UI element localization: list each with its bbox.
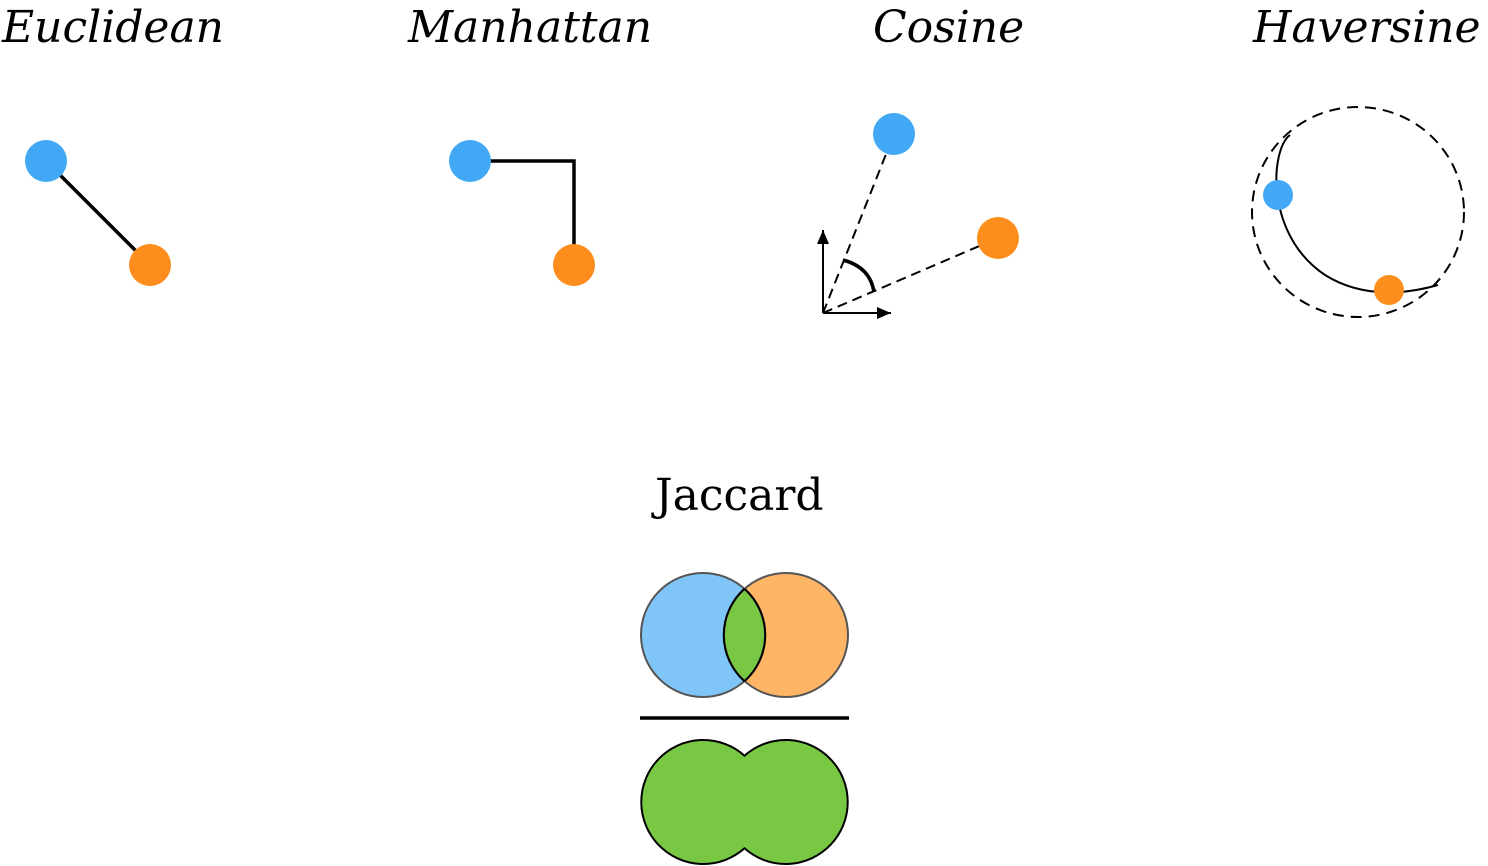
manhattan-title: Manhattan [408,2,653,53]
point-b [553,244,595,286]
manhattan-distance-path [470,159,576,265]
jaccard-diagram [640,572,849,865]
intersection-outline [722,587,767,683]
euclidean-title: Euclidean [2,2,225,53]
point-b [1374,275,1404,305]
jaccard-title: Jaccard [655,470,824,521]
cosine-title: Cosine [873,2,1025,53]
vector-a [822,133,895,314]
intersection [724,573,765,697]
point-b [977,217,1019,259]
point-a [25,140,67,182]
axes-icon [817,230,891,319]
point-a [449,140,491,182]
point-a [873,113,915,155]
union [640,739,849,865]
haversine-diagram [1251,106,1465,318]
angle-arc-icon [842,258,876,293]
cosine-diagram [817,113,1019,319]
manhattan-diagram [449,140,595,286]
great-circle-arc [1275,134,1439,294]
haversine-title: Haversine [1253,2,1481,53]
euclidean-distance-line [44,159,152,267]
point-a [1263,180,1293,210]
point-b [129,244,171,286]
dashed-circle-icon [1251,106,1465,318]
euclidean-diagram [25,140,171,286]
venn-fraction-icon [640,572,849,865]
